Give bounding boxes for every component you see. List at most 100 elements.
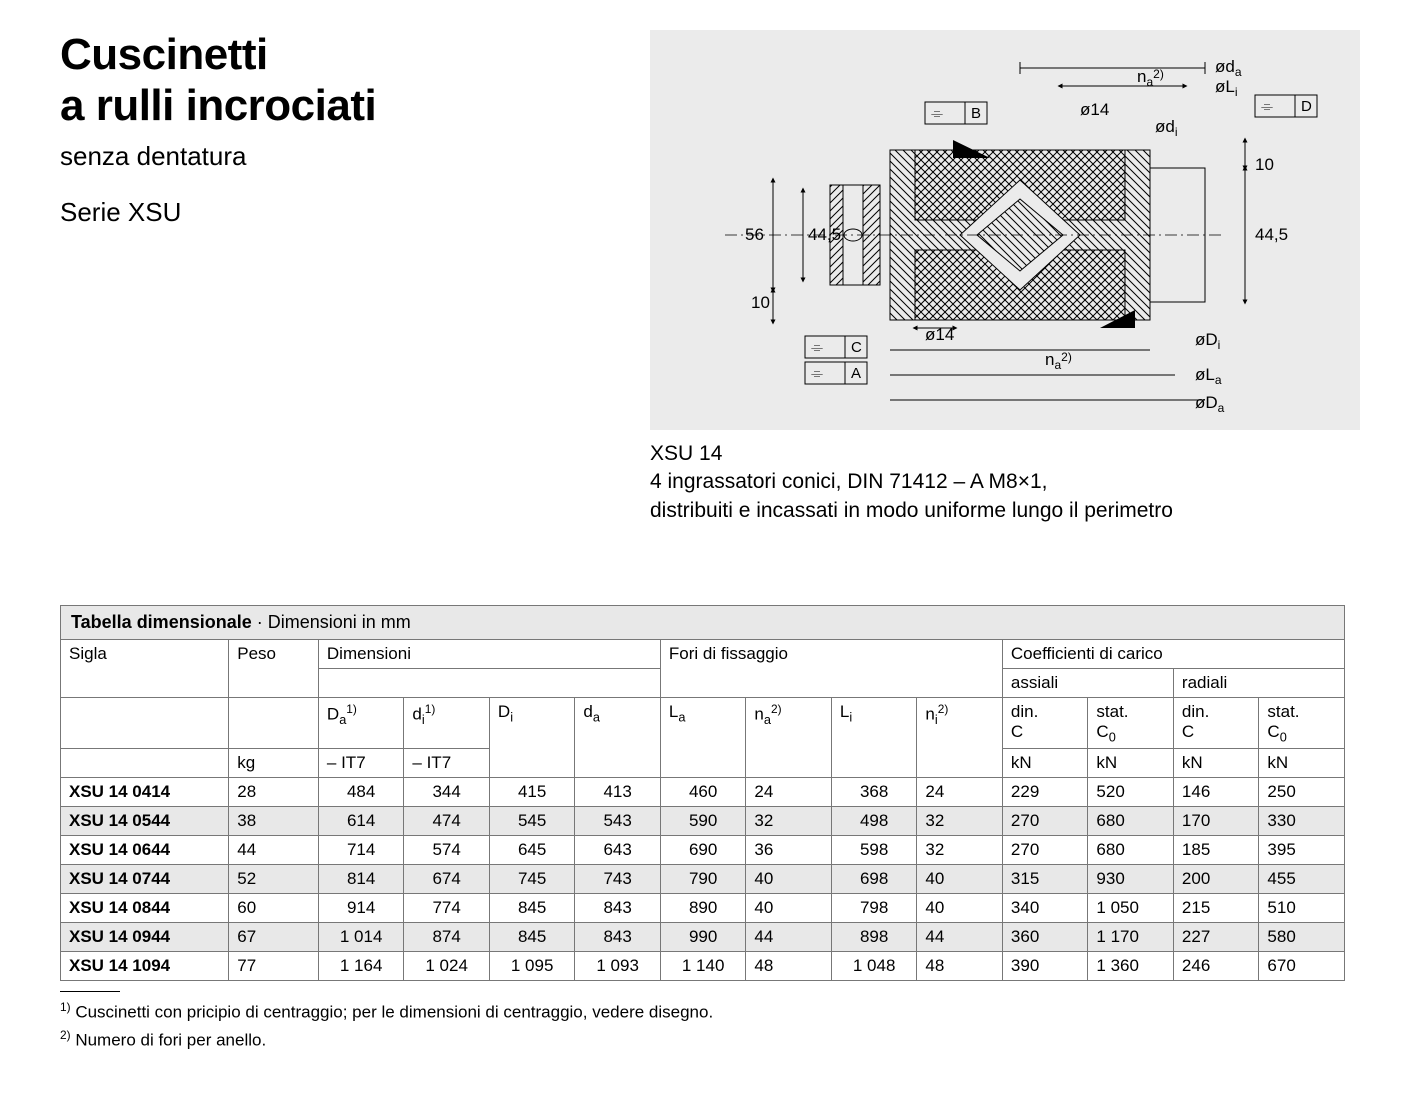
table-cell: XSU 14 1094: [61, 952, 229, 981]
table-cell: 77: [229, 952, 319, 981]
th-ra-stat-unit: kN: [1259, 749, 1345, 778]
table-cell: 930: [1088, 865, 1174, 894]
svg-text:⌯: ⌯: [1261, 98, 1273, 115]
table-cell: 580: [1259, 923, 1345, 952]
table-cell: 1 093: [575, 952, 661, 981]
technical-drawing: ⌯ B ⌯ D ⌯ C ⌯ A: [650, 30, 1360, 430]
svg-text:⌯: ⌯: [811, 339, 823, 356]
th-dim-spacer: [318, 669, 660, 698]
table-cell: 360: [1002, 923, 1088, 952]
table-cell: 790: [660, 865, 746, 894]
table-cell: 146: [1173, 778, 1259, 807]
th-Di: Di: [489, 698, 575, 778]
table-cell: XSU 14 0944: [61, 923, 229, 952]
table-cell: 1 360: [1088, 952, 1174, 981]
table-title-rest: · Dimensioni in mm: [252, 612, 411, 632]
table-cell: 674: [404, 865, 490, 894]
table-cell: 460: [660, 778, 746, 807]
table-cell: 843: [575, 894, 661, 923]
table-cell: 330: [1259, 807, 1345, 836]
title-line-2: a rulli incrociati: [60, 81, 376, 130]
table-cell: 645: [489, 836, 575, 865]
table-cell: XSU 14 0744: [61, 865, 229, 894]
table-cell: 215: [1173, 894, 1259, 923]
table-cell: 48: [917, 952, 1003, 981]
table-cell: 814: [318, 865, 404, 894]
table-cell: 32: [917, 836, 1003, 865]
table-cell: 498: [831, 807, 917, 836]
table-cell: 32: [746, 807, 832, 836]
table-cell: 874: [404, 923, 490, 952]
svg-text:⌯: ⌯: [811, 365, 823, 382]
tol-box-D: D: [1301, 98, 1312, 115]
th-Li: Li: [831, 698, 917, 778]
th-ax-din-unit: kN: [1002, 749, 1088, 778]
th-peso-unit: kg: [229, 749, 319, 778]
table-cell: XSU 14 0414: [61, 778, 229, 807]
th-empty-3: [61, 749, 229, 778]
table-row: XSU 14 041428484344415413460243682422952…: [61, 778, 1345, 807]
table-cell: 24: [746, 778, 832, 807]
table-cell: 270: [1002, 836, 1088, 865]
table-cell: 52: [229, 865, 319, 894]
table-cell: 36: [746, 836, 832, 865]
series-label: Serie XSU: [60, 197, 620, 228]
table-cell: 344: [404, 778, 490, 807]
th-fori: Fori di fissaggio: [660, 640, 1002, 698]
caption-line-3: distribuiti e incassati in modo uniforme…: [650, 499, 1173, 522]
dimension-table: Sigla Peso Dimensioni Fori di fissaggio …: [60, 639, 1345, 981]
table-cell: 60: [229, 894, 319, 923]
table-cell: 698: [831, 865, 917, 894]
th-radiali: radiali: [1173, 669, 1344, 698]
table-cell: 845: [489, 894, 575, 923]
th-peso: Peso: [229, 640, 319, 698]
th-Da: Da1): [318, 698, 404, 749]
footnote-2: 2) Numero di fori per anello.: [60, 1026, 1345, 1054]
svg-text:10: 10: [1255, 155, 1274, 174]
table-cell: 368: [831, 778, 917, 807]
table-cell: 40: [746, 865, 832, 894]
table-cell: 670: [1259, 952, 1345, 981]
table-cell: 574: [404, 836, 490, 865]
table-cell: 520: [1088, 778, 1174, 807]
th-coef: Coefficienti di carico: [1002, 640, 1344, 669]
table-cell: 340: [1002, 894, 1088, 923]
table-cell: 455: [1259, 865, 1345, 894]
table-cell: 714: [318, 836, 404, 865]
table-cell: 1 164: [318, 952, 404, 981]
svg-text:øDa: øDa: [1195, 393, 1225, 415]
table-cell: 44: [917, 923, 1003, 952]
header-column: Cuscinetti a rulli incrociati senza dent…: [60, 30, 620, 525]
table-cell: 44: [229, 836, 319, 865]
diagram-column: ⌯ B ⌯ D ⌯ C ⌯ A: [650, 30, 1360, 525]
svg-text:na2): na2): [1045, 350, 1072, 372]
table-cell: 67: [229, 923, 319, 952]
tol-box-C: C: [851, 339, 862, 356]
table-cell: XSU 14 0844: [61, 894, 229, 923]
table-cell: XSU 14 0544: [61, 807, 229, 836]
table-row: XSU 14 0944671 0148748458439904489844360…: [61, 923, 1345, 952]
th-ax-stat: stat.C0: [1088, 698, 1174, 749]
diagram-caption: XSU 14 4 ingrassatori conici, DIN 71412 …: [650, 440, 1360, 525]
table-cell: 680: [1088, 807, 1174, 836]
svg-text:øLa: øLa: [1195, 365, 1222, 387]
page-subtitle: senza dentatura: [60, 141, 620, 172]
table-cell: XSU 14 0644: [61, 836, 229, 865]
table-cell: 315: [1002, 865, 1088, 894]
footnotes: 1) Cuscinetti con pricipio di centraggio…: [60, 991, 1345, 1054]
table-cell: 40: [917, 894, 1003, 923]
table-cell: 185: [1173, 836, 1259, 865]
drawing-svg: ⌯ B ⌯ D ⌯ C ⌯ A: [665, 40, 1345, 420]
table-cell: 1 050: [1088, 894, 1174, 923]
caption-line-2: 4 ingrassatori conici, DIN 71412 – A M8×…: [650, 470, 1047, 493]
table-cell: 743: [575, 865, 661, 894]
table-cell: 543: [575, 807, 661, 836]
table-cell: 170: [1173, 807, 1259, 836]
table-body: XSU 14 041428484344415413460243682422952…: [61, 778, 1345, 981]
table-cell: 845: [489, 923, 575, 952]
table-cell: 32: [917, 807, 1003, 836]
th-Da-row2: – IT7: [318, 749, 404, 778]
table-cell: 890: [660, 894, 746, 923]
th-di-row2: – IT7: [404, 749, 490, 778]
table-cell: 614: [318, 807, 404, 836]
